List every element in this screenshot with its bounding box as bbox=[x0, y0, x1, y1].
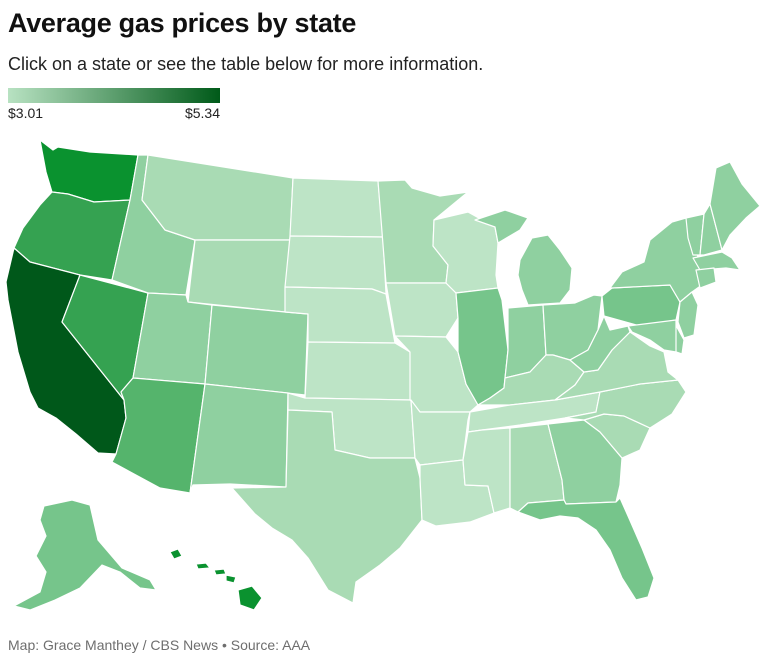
state-michigan[interactable]: Michigan bbox=[474, 209, 573, 306]
state-west-virginia[interactable]: West Virginia bbox=[569, 315, 631, 373]
state-colorado[interactable]: Colorado bbox=[204, 304, 309, 396]
state-north-carolina[interactable]: North Carolina bbox=[564, 379, 687, 429]
state-florida[interactable]: Florida bbox=[517, 497, 655, 601]
state-maryland[interactable]: Maryland bbox=[627, 319, 677, 353]
source-credit: Map: Grace Manthey / CBS News • Source: … bbox=[8, 637, 310, 653]
state-iowa[interactable]: Iowa bbox=[385, 282, 459, 338]
state-new-hampshire[interactable]: New Hampshire bbox=[699, 203, 723, 256]
state-connecticut[interactable]: Connecticut bbox=[695, 267, 717, 289]
state-missouri[interactable]: Missouri bbox=[394, 335, 479, 413]
state-arkansas[interactable]: Arkansas bbox=[410, 399, 471, 466]
state-new-jersey[interactable]: New Jersey bbox=[677, 291, 699, 339]
legend-min-label: $3.01 bbox=[8, 105, 44, 121]
state-vermont[interactable]: Vermont bbox=[685, 213, 705, 256]
state-wyoming[interactable]: Wyoming bbox=[187, 239, 291, 313]
map-subtitle: Click on a state or see the table below … bbox=[8, 54, 484, 74]
state-arizona[interactable]: Arizona bbox=[111, 377, 206, 494]
state-north-dakota[interactable]: North Dakota bbox=[289, 177, 384, 238]
state-kansas[interactable]: Kansas bbox=[304, 341, 412, 401]
state-alaska[interactable]: Alaska bbox=[13, 499, 157, 611]
state-new-mexico[interactable]: New Mexico bbox=[189, 383, 289, 494]
state-south-dakota[interactable]: South Dakota bbox=[284, 235, 387, 295]
state-hawaii[interactable]: Hawaii bbox=[169, 548, 263, 611]
credit-source: Source: AAA bbox=[230, 637, 311, 653]
map-title: Average gas prices by state bbox=[8, 8, 357, 38]
state-texas[interactable]: Texas bbox=[231, 409, 423, 604]
us-choropleth-map: Washington Oregon California Nevada Idah… bbox=[5, 139, 761, 611]
state-pennsylvania[interactable]: Pennsylvania bbox=[601, 284, 681, 327]
legend-gradient-bar bbox=[8, 88, 220, 103]
credit-byline: Map: Grace Manthey / CBS News bbox=[8, 637, 219, 653]
state-montana[interactable]: Montana bbox=[141, 154, 294, 241]
credit-separator: • bbox=[221, 637, 227, 653]
legend-max-label: $5.34 bbox=[184, 105, 220, 121]
state-mississippi[interactable]: Mississippi bbox=[462, 427, 511, 514]
state-maine[interactable]: Maine bbox=[709, 161, 761, 251]
color-legend: $3.01 $5.34 bbox=[8, 88, 220, 121]
